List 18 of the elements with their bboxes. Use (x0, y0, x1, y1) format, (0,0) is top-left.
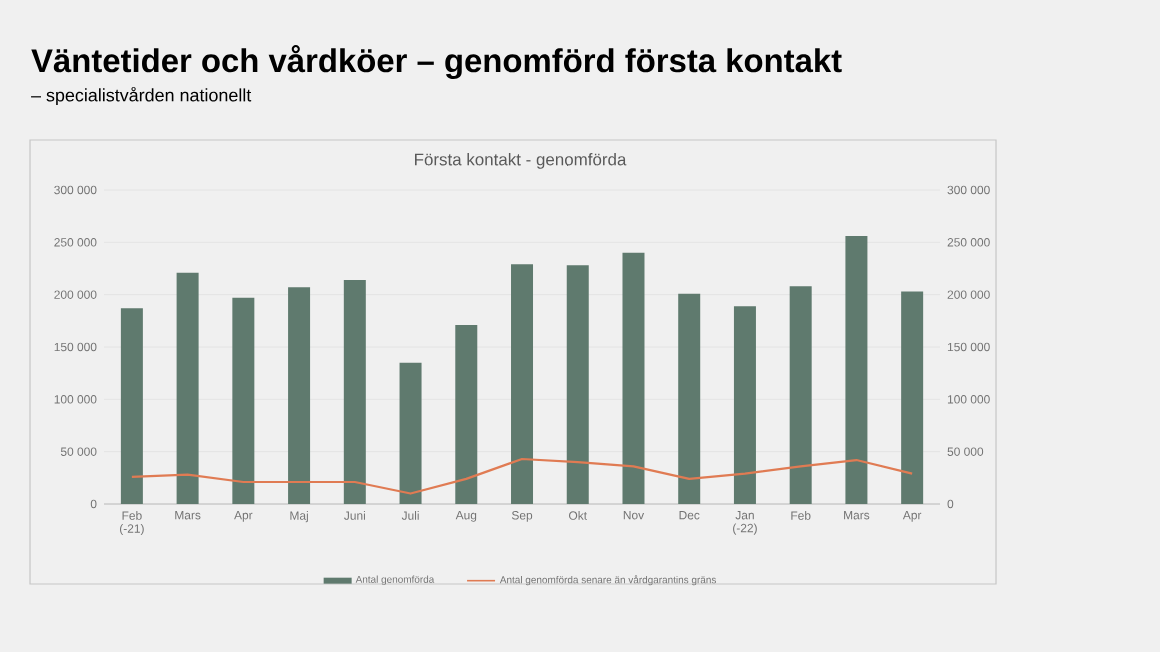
bar (678, 293, 701, 504)
bar (566, 265, 589, 504)
bar (733, 306, 756, 504)
bar (176, 272, 199, 504)
bar (845, 236, 868, 504)
chart-title: Väntetider och vårdköer – genomförd första kontakt (31, 45, 842, 80)
bar (399, 362, 422, 504)
bar (789, 286, 812, 504)
bar (232, 297, 255, 504)
bar (901, 291, 924, 504)
bar (120, 308, 143, 504)
bar (622, 252, 645, 504)
chart-subtitle: – specialistvården nationellt (31, 86, 252, 106)
text: Första kontakt - genomförda (415, 153, 627, 169)
bar (455, 325, 478, 504)
bar (343, 280, 366, 504)
bar (288, 287, 311, 504)
bar (511, 264, 534, 504)
